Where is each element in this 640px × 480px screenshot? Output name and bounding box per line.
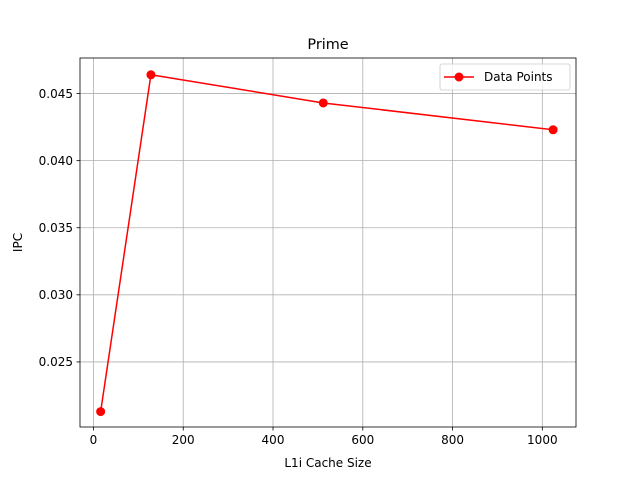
series-line <box>99 74 554 412</box>
plot-frame <box>79 57 577 428</box>
x-axis-label: L1i Cache Size <box>284 456 371 470</box>
y-tick-label: 0.035 <box>39 221 73 235</box>
grid-lines <box>80 58 576 427</box>
series-layer <box>96 70 558 417</box>
x-tick-label: 600 <box>351 433 374 447</box>
y-tick-label: 0.030 <box>39 288 73 302</box>
legend-label: Data Points <box>484 70 553 84</box>
x-tick-label: 200 <box>172 433 195 447</box>
data-point-marker <box>548 125 558 135</box>
axis-ticks: 0 200 400 600 800 1000 0.025 0.030 0.035 0.040 0.0… <box>39 87 558 447</box>
x-tick-label: 0 <box>90 433 98 447</box>
y-tick-label: 0.025 <box>39 355 73 369</box>
data-point-marker <box>318 98 328 108</box>
data-point-marker <box>146 70 156 80</box>
x-tick-label: 400 <box>262 433 285 447</box>
legend-marker-icon <box>454 72 464 82</box>
x-tick-label: 800 <box>441 433 464 447</box>
chart-title: Prime <box>307 37 348 53</box>
y-tick-label: 0.040 <box>39 154 73 168</box>
y-axis-label: IPC <box>11 233 25 252</box>
y-tick-label: 0.045 <box>39 87 73 101</box>
x-tick-label: 1000 <box>527 433 558 447</box>
legend: Data Points <box>439 63 571 91</box>
legend-box <box>439 63 571 91</box>
data-point-marker <box>96 407 106 417</box>
